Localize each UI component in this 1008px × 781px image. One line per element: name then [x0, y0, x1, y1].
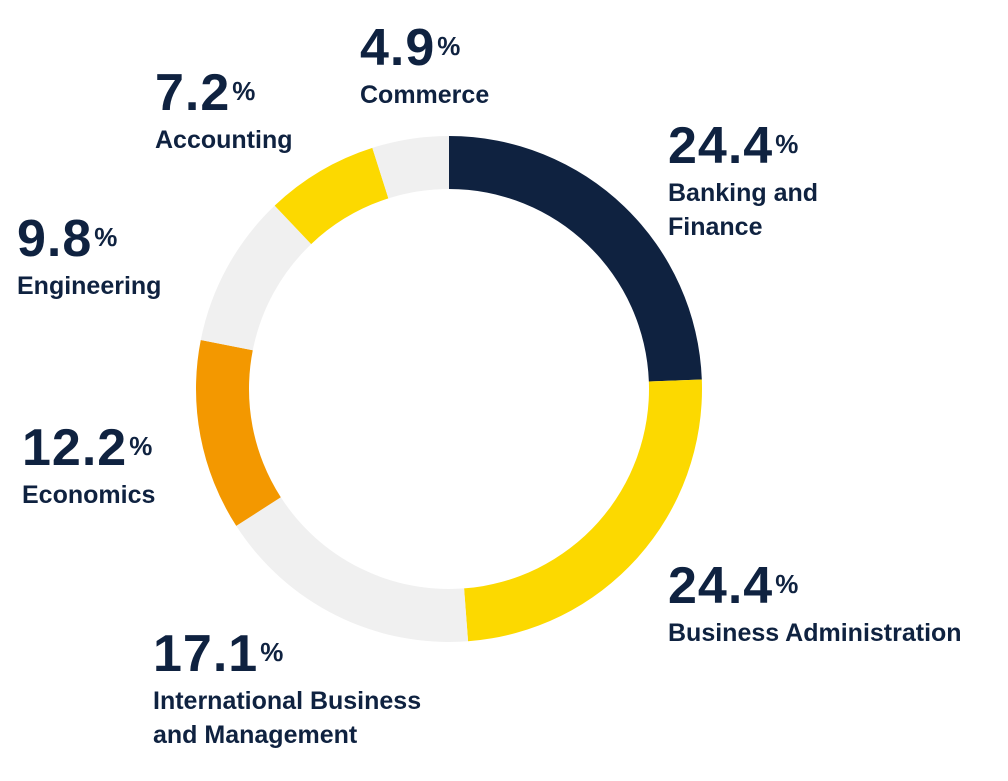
donut-slice-engineering: [200, 205, 312, 351]
slice-name-banking-and-finance: Banking and Finance: [668, 179, 819, 241]
donut-slice-banking-and-finance: [449, 136, 702, 382]
slice-label-business-administration: 24.4% Business Administration: [668, 560, 962, 650]
percent-sign: %: [437, 31, 462, 61]
donut-slice-accounting: [274, 147, 389, 245]
slice-name-international-business-and-management: International Business and Management: [153, 687, 422, 749]
percent-sign: %: [94, 222, 119, 252]
slice-value-banking-and-finance: 24.4%: [668, 117, 800, 175]
slice-name-business-administration: Business Administration: [668, 619, 962, 647]
donut-slice-economics: [196, 340, 281, 526]
percent-sign: %: [129, 431, 154, 461]
slice-name-economics: Economics: [22, 481, 156, 509]
percent-sign: %: [260, 637, 285, 667]
slice-name-commerce: Commerce: [360, 81, 490, 109]
slice-value-economics: 12.2%: [22, 419, 154, 477]
slice-label-engineering: 9.8% Engineering: [17, 213, 161, 303]
percent-sign: %: [775, 569, 800, 599]
slice-label-commerce: 4.9% Commerce: [360, 22, 489, 112]
slice-value-commerce: 4.9%: [360, 19, 462, 77]
percent-sign: %: [775, 129, 800, 159]
slice-value-business-administration: 24.4%: [668, 557, 800, 615]
slice-label-accounting: 7.2% Accounting: [155, 67, 293, 157]
donut-slice-international-business-and-management: [236, 497, 469, 642]
percent-sign: %: [232, 76, 257, 106]
donut-slice-commerce: [372, 136, 449, 199]
slice-label-international-business-and-management: 17.1% International Business and Manageme…: [153, 628, 473, 752]
slice-value-international-business-and-management: 17.1%: [153, 625, 285, 683]
slice-label-economics: 12.2% Economics: [22, 422, 155, 512]
slice-name-accounting: Accounting: [155, 126, 293, 154]
slice-name-engineering: Engineering: [17, 272, 162, 300]
donut-slice-business-administration: [464, 379, 702, 642]
slice-value-engineering: 9.8%: [17, 210, 119, 268]
slice-label-banking-and-finance: 24.4% Banking and Finance: [668, 120, 988, 244]
slice-value-accounting: 7.2%: [155, 64, 257, 122]
